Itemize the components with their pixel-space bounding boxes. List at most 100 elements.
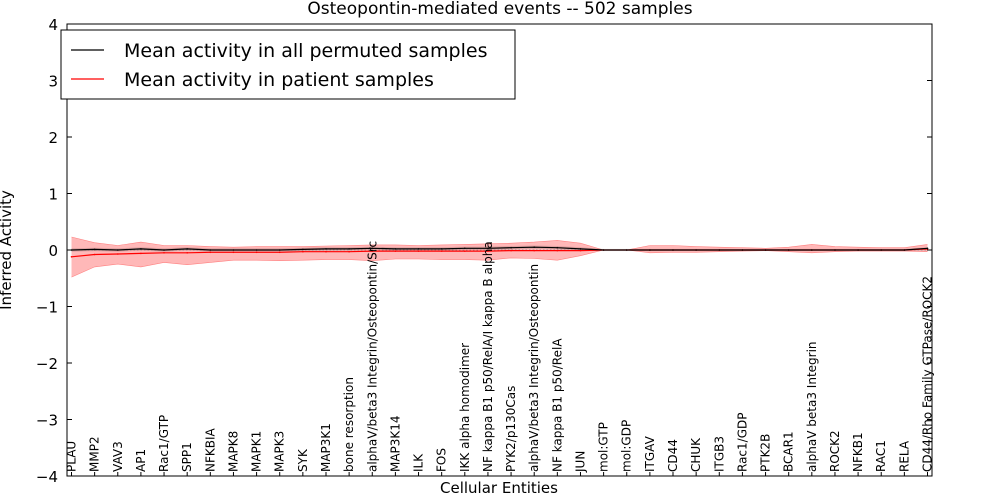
data-point-permuted bbox=[255, 249, 258, 251]
data-point-permuted bbox=[394, 248, 397, 250]
data-point-permuted bbox=[93, 248, 96, 251]
x-entity-label: alphaV/beta3 Integrin/Osteopontin/Src bbox=[365, 241, 379, 472]
data-point-permuted bbox=[695, 249, 697, 251]
x-entity-label: mol:GDP bbox=[620, 420, 634, 472]
data-point-patient bbox=[579, 249, 582, 252]
x-entity-label: PLAU bbox=[65, 441, 79, 472]
x-entity-label: ITGB3 bbox=[712, 436, 726, 472]
data-point-permuted bbox=[903, 249, 906, 251]
data-point-patient bbox=[348, 250, 350, 253]
data-point-permuted bbox=[440, 248, 443, 250]
data-point-patient bbox=[417, 250, 420, 252]
data-point-permuted bbox=[487, 247, 489, 250]
data-point-permuted bbox=[672, 249, 674, 251]
x-entity-label: VAV3 bbox=[111, 441, 125, 472]
y-tick-label: −1 bbox=[36, 299, 58, 317]
x-entity-label: NF kappa B1 p50/RelA bbox=[550, 338, 564, 472]
data-point-patient bbox=[533, 249, 535, 252]
x-entity-label: SYK bbox=[296, 448, 310, 472]
x-entity-label: IKK alpha homodimer bbox=[458, 343, 472, 472]
x-entity-label: Rac1/GDP bbox=[735, 413, 749, 472]
x-entity-label: MAP3K14 bbox=[388, 415, 402, 472]
x-entity-label: MAPK3 bbox=[273, 431, 287, 472]
data-point-patient bbox=[302, 250, 304, 253]
x-entity-label: FOS bbox=[435, 448, 449, 472]
x-entity-label: ITGAV bbox=[643, 435, 657, 472]
data-point-permuted bbox=[602, 249, 605, 251]
data-point-permuted bbox=[464, 247, 466, 250]
x-entity-label: CD44 bbox=[666, 439, 680, 472]
x-entity-label: mol:GTP bbox=[597, 422, 611, 472]
legend: Mean activity in all permuted samples Me… bbox=[60, 29, 516, 100]
data-point-permuted bbox=[880, 249, 882, 251]
legend-box bbox=[60, 29, 516, 100]
x-entity-label: RELA bbox=[897, 440, 911, 472]
data-point-patient bbox=[186, 252, 188, 254]
data-point-permuted bbox=[278, 249, 281, 251]
x-entity-label: BCAR1 bbox=[782, 431, 796, 472]
data-point-permuted bbox=[186, 248, 188, 250]
data-point-patient bbox=[510, 249, 512, 252]
x-entity-label: alphaV beta3 Integrin bbox=[805, 341, 819, 472]
data-point-patient bbox=[232, 251, 235, 254]
data-point-patient bbox=[394, 250, 397, 252]
x-entity-label: MAPK1 bbox=[250, 431, 264, 472]
data-point-permuted bbox=[348, 248, 350, 250]
data-point-patient bbox=[325, 250, 327, 253]
data-point-permuted bbox=[417, 248, 420, 250]
legend-label-permuted: Mean activity in all permuted samples bbox=[124, 40, 487, 62]
data-point-patient bbox=[464, 250, 466, 252]
x-entity-label: PYK2/p130Cas bbox=[504, 386, 518, 472]
data-point-permuted bbox=[926, 247, 929, 250]
y-tick-label: 0 bbox=[48, 242, 58, 260]
data-point-permuted bbox=[163, 249, 165, 251]
data-point-permuted bbox=[140, 248, 142, 250]
x-entity-label: MMP2 bbox=[88, 436, 102, 472]
data-point-patient bbox=[371, 250, 374, 252]
x-entity-label: NF kappa B1 p50/RelA/I kappa B alpha bbox=[481, 241, 495, 472]
line-layer bbox=[67, 246, 932, 258]
plot-frame bbox=[66, 23, 933, 477]
data-point-permuted bbox=[209, 249, 212, 251]
data-point-patient bbox=[140, 252, 142, 255]
data-point-permuted bbox=[811, 249, 813, 251]
x-entity-label: Rac1/GTP bbox=[157, 415, 171, 472]
data-point-patient bbox=[117, 253, 119, 255]
y-tick-label: 3 bbox=[48, 73, 58, 91]
x-entity-label: SPP1 bbox=[180, 442, 194, 472]
y-tick-label: −2 bbox=[36, 355, 58, 373]
x-entity-label: RAC1 bbox=[874, 440, 888, 472]
x-entity-label: NFKB1 bbox=[851, 432, 865, 472]
data-point-permuted bbox=[325, 248, 327, 250]
x-entity-label: JUN bbox=[574, 451, 588, 473]
y-tick-label: 1 bbox=[48, 186, 58, 204]
x-axis-label: Cellular Entities bbox=[440, 479, 558, 497]
x-entity-labels: PLAU MMP2 VAV3 AP1 Rac1/GTP SPP1 NFKBIA MAPK8 MA… bbox=[65, 241, 935, 476]
y-tick-label: −4 bbox=[36, 468, 58, 486]
x-entity-label: alphaV/beta3 Integrin/Osteopontin bbox=[527, 264, 541, 472]
x-entity-label: ILK bbox=[412, 453, 426, 472]
data-point-permuted bbox=[718, 249, 721, 251]
x-entity-label: AP1 bbox=[134, 449, 148, 472]
data-point-patient bbox=[163, 252, 165, 254]
data-point-permuted bbox=[371, 247, 374, 250]
y-axis-ticks: −4 −3 −2 −1 0 1 2 3 4 bbox=[36, 16, 932, 486]
data-point-permuted bbox=[834, 249, 836, 251]
band-edge-patient bbox=[71, 236, 928, 251]
data-point-patient bbox=[93, 253, 96, 256]
y-tick-label: 2 bbox=[48, 129, 58, 147]
x-entity-label: NFKBIA bbox=[203, 427, 217, 472]
data-point-permuted bbox=[857, 249, 859, 251]
band-patient bbox=[71, 237, 928, 278]
data-point-permuted bbox=[510, 246, 512, 249]
x-entity-label: PTK2B bbox=[759, 434, 773, 472]
data-point-permuted bbox=[787, 249, 790, 251]
x-entity-label: CHUK bbox=[689, 437, 703, 472]
band-edge-patient bbox=[71, 249, 928, 278]
data-point-patient bbox=[278, 251, 281, 254]
x-entity-label: MAP3K1 bbox=[319, 423, 333, 472]
y-tick-label: −3 bbox=[36, 412, 58, 430]
chart-title: Osteopontin-mediated events -- 502 sampl… bbox=[307, 0, 692, 19]
data-point-patient bbox=[209, 251, 212, 254]
